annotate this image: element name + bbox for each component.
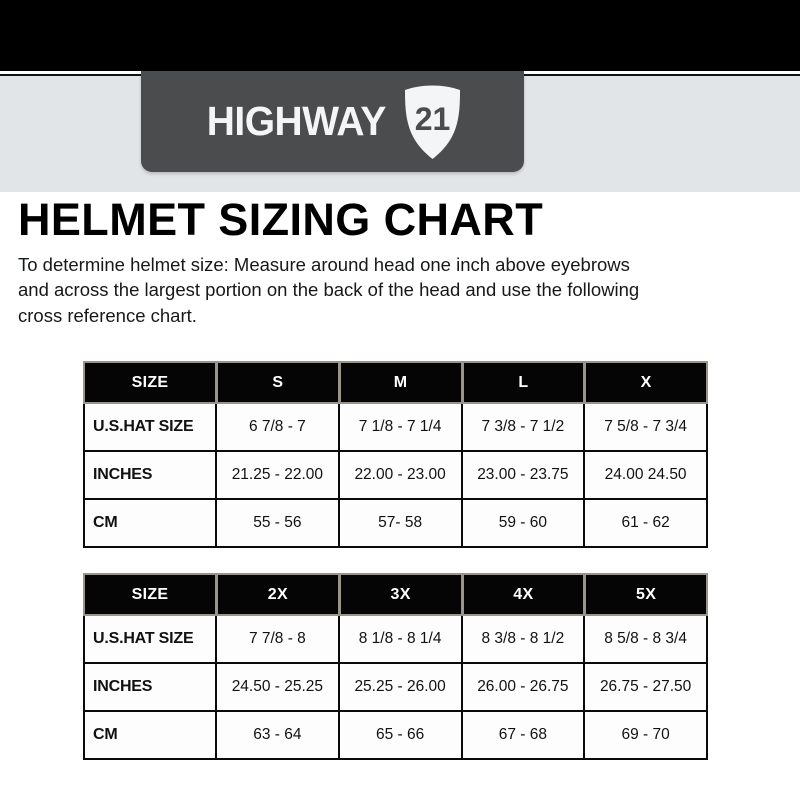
column-header-5x: 5X <box>586 575 706 614</box>
table-cell: 23.00 - 23.75 <box>460 452 584 498</box>
table-cell: 22.00 - 23.00 <box>337 452 461 498</box>
table-cell: 8 1/8 - 8 1/4 <box>337 616 461 662</box>
table-cell: 7 3/8 - 7 1/2 <box>460 404 584 450</box>
column-header-size: SIZE <box>85 363 215 402</box>
table-cell: 65 - 66 <box>337 712 461 758</box>
table-cell: 7 1/8 - 7 1/4 <box>337 404 461 450</box>
column-header-2x: 2X <box>218 575 338 614</box>
table-row: INCHES 24.50 - 25.25 25.25 - 26.00 26.00… <box>85 662 706 710</box>
table-body: U.S.HAT SIZE 6 7/8 - 7 7 1/8 - 7 1/4 7 3… <box>83 404 708 548</box>
column-header-4x: 4X <box>463 575 584 614</box>
table-cell: 6 7/8 - 7 <box>215 404 338 450</box>
table-cell: 63 - 64 <box>215 712 338 758</box>
table-header-row: SIZE S M L X <box>83 361 708 404</box>
top-black-band <box>0 0 800 71</box>
page-title: HELMET SIZING CHART <box>18 194 544 245</box>
table-cell: 24.50 - 25.25 <box>215 664 338 710</box>
table-cell: 55 - 56 <box>215 500 338 546</box>
table-cell: 24.00 24.50 <box>583 452 706 498</box>
table-header-row: SIZE 2X 3X 4X 5X <box>83 573 708 616</box>
table-cell: 69 - 70 <box>583 712 706 758</box>
column-header-m: M <box>340 363 461 402</box>
size-table-standard: SIZE S M L X U.S.HAT SIZE 6 7/8 - 7 7 1/… <box>83 361 708 548</box>
row-label: U.S.HAT SIZE <box>93 630 194 647</box>
shield-icon: 21 <box>402 84 463 160</box>
column-header-l: L <box>463 363 584 402</box>
table-row: INCHES 21.25 - 22.00 22.00 - 23.00 23.00… <box>85 450 706 498</box>
table-row: CM 63 - 64 65 - 66 67 - 68 69 - 70 <box>85 710 706 758</box>
brand-wordmark: HIGHWAY <box>206 98 387 144</box>
table-cell: 8 3/8 - 8 1/2 <box>460 616 584 662</box>
table-cell: 25.25 - 26.00 <box>337 664 461 710</box>
table-row: CM 55 - 56 57- 58 59 - 60 61 - 62 <box>85 498 706 546</box>
column-header-size: SIZE <box>85 575 215 614</box>
column-header-x: X <box>586 363 706 402</box>
size-table-extended: SIZE 2X 3X 4X 5X U.S.HAT SIZE 7 7/8 - 8 … <box>83 573 708 760</box>
table-cell: 61 - 62 <box>583 500 706 546</box>
row-label: INCHES <box>93 466 153 483</box>
row-label: U.S.HAT SIZE <box>93 418 194 435</box>
table-row: U.S.HAT SIZE 7 7/8 - 8 8 1/8 - 8 1/4 8 3… <box>85 616 706 662</box>
table-cell: 57- 58 <box>337 500 461 546</box>
table-row: U.S.HAT SIZE 6 7/8 - 7 7 1/8 - 7 1/4 7 3… <box>85 404 706 450</box>
table-cell: 67 - 68 <box>460 712 584 758</box>
intro-paragraph: To determine helmet size: Measure around… <box>18 254 640 326</box>
svg-text:21: 21 <box>415 101 451 137</box>
table-body: U.S.HAT SIZE 7 7/8 - 8 8 1/8 - 8 1/4 8 3… <box>83 616 708 760</box>
row-label: CM <box>93 514 118 531</box>
table-cell: 8 5/8 - 8 3/4 <box>583 616 706 662</box>
row-label: CM <box>93 726 118 743</box>
column-header-s: S <box>218 363 338 402</box>
table-cell: 59 - 60 <box>460 500 584 546</box>
headline-block: HELMET SIZING CHART To determine helmet … <box>18 196 718 328</box>
row-label: INCHES <box>93 678 153 695</box>
brand-logo-panel: HIGHWAY 21 <box>141 71 524 172</box>
table-cell: 7 5/8 - 7 3/4 <box>583 404 706 450</box>
table-cell: 26.75 - 27.50 <box>583 664 706 710</box>
table-cell: 7 7/8 - 8 <box>215 616 338 662</box>
table-cell: 26.00 - 26.75 <box>460 664 584 710</box>
column-header-3x: 3X <box>340 575 461 614</box>
table-cell: 21.25 - 22.00 <box>215 452 338 498</box>
